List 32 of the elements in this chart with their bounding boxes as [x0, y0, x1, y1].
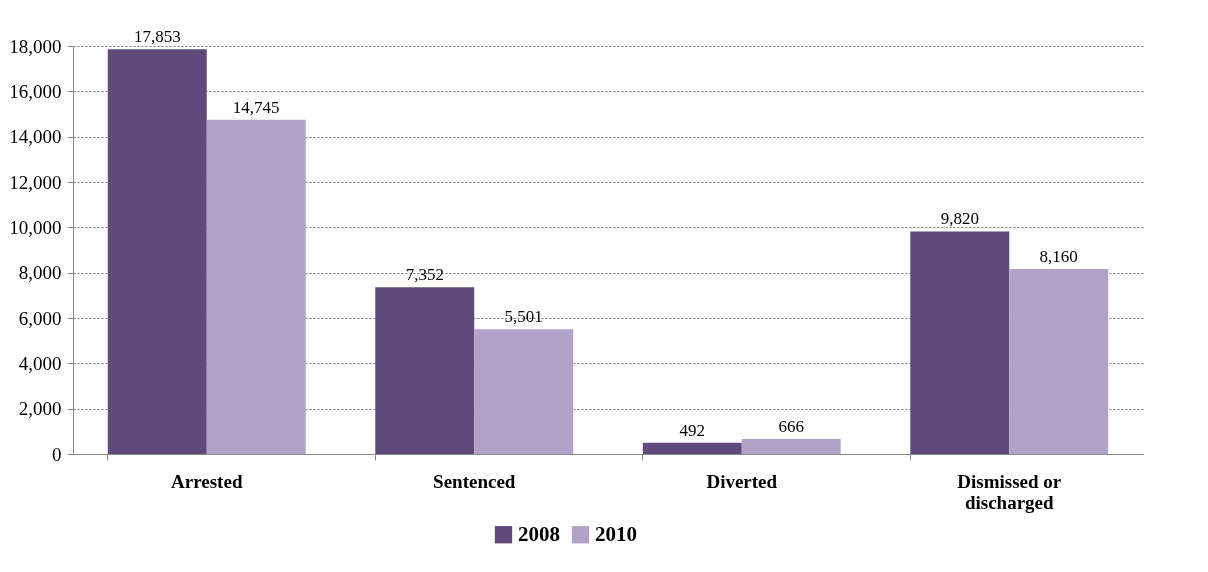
- data-label: 492: [679, 420, 706, 440]
- bar: [107, 49, 207, 454]
- y-tick-label: 0: [52, 443, 62, 465]
- bar: [910, 231, 1010, 454]
- x-tick-label: Arrested: [171, 470, 243, 492]
- bar: [375, 287, 475, 454]
- y-tick-label: 10,000: [9, 216, 62, 238]
- y-tick-label: 8,000: [18, 262, 62, 284]
- x-tick-label: Diverted: [706, 470, 778, 492]
- bar: [206, 119, 306, 454]
- x-tick-label: Dismissed or discharged: [957, 470, 1062, 513]
- y-tick-label: 12,000: [9, 171, 62, 193]
- data-label: 9,820: [940, 209, 979, 229]
- bar: [1009, 269, 1109, 454]
- data-label: 8,160: [1039, 247, 1078, 267]
- y-tick-label: 6,000: [18, 307, 62, 329]
- bar: [741, 438, 841, 454]
- legend-label: 2008: [518, 521, 560, 546]
- data-label: 666: [778, 416, 804, 436]
- y-tick-label: 14,000: [9, 126, 62, 148]
- bar: [642, 442, 742, 454]
- x-tick-label: Sentenced: [433, 470, 516, 492]
- legend-label: 2010: [595, 521, 637, 546]
- y-tick-label: 16,000: [9, 80, 62, 102]
- y-tick-label: 2,000: [18, 398, 62, 420]
- data-label: 5,501: [504, 307, 543, 327]
- data-label: 14,745: [232, 97, 280, 117]
- y-tick-label: 4,000: [18, 352, 62, 374]
- data-label: 7,352: [405, 265, 444, 285]
- y-tick-label: 18,000: [9, 35, 62, 57]
- bar: [474, 329, 574, 454]
- data-label: 17,853: [133, 27, 181, 47]
